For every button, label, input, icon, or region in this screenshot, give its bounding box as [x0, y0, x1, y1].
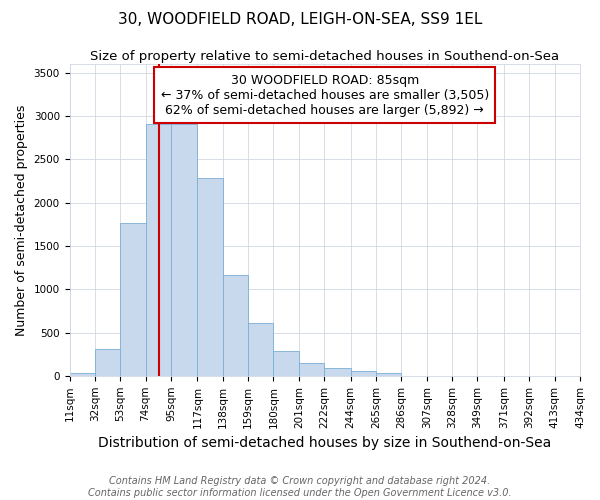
Title: Size of property relative to semi-detached houses in Southend-on-Sea: Size of property relative to semi-detach… — [90, 50, 559, 63]
Text: 30 WOODFIELD ROAD: 85sqm
← 37% of semi-detached houses are smaller (3,505)
62% o: 30 WOODFIELD ROAD: 85sqm ← 37% of semi-d… — [161, 74, 489, 116]
Bar — [171, 124, 197, 376]
Bar — [223, 274, 248, 376]
Text: 30, WOODFIELD ROAD, LEIGH-ON-SEA, SS9 1EL: 30, WOODFIELD ROAD, LEIGH-ON-SEA, SS9 1E… — [118, 12, 482, 28]
Bar — [248, 323, 274, 376]
Bar — [351, 370, 376, 376]
Bar — [70, 373, 95, 376]
Bar — [299, 364, 324, 376]
Bar — [95, 349, 120, 376]
X-axis label: Distribution of semi-detached houses by size in Southend-on-Sea: Distribution of semi-detached houses by … — [98, 436, 551, 450]
Text: Contains HM Land Registry data © Crown copyright and database right 2024.
Contai: Contains HM Land Registry data © Crown c… — [88, 476, 512, 498]
Bar — [324, 368, 351, 376]
Bar — [197, 178, 223, 376]
Bar — [274, 351, 299, 376]
Y-axis label: Number of semi-detached properties: Number of semi-detached properties — [15, 104, 28, 336]
Bar — [120, 224, 146, 376]
Bar — [376, 374, 401, 376]
Bar — [146, 124, 171, 376]
